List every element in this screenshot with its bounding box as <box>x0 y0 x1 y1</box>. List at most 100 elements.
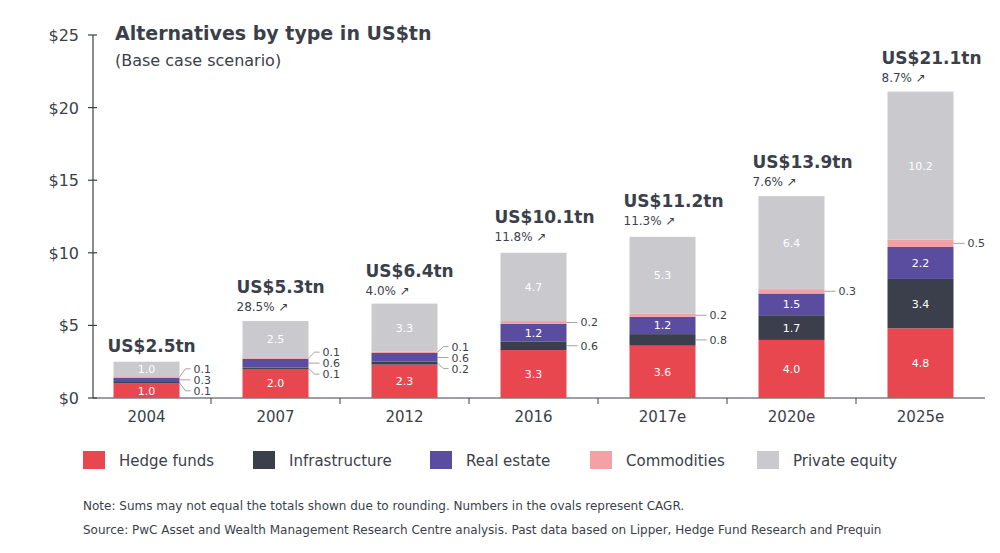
cagr-label: 11.8% ↗ <box>495 230 547 244</box>
data-label: 1.0 <box>138 385 156 398</box>
legend-label: Private equity <box>793 452 897 470</box>
y-tick <box>88 252 97 253</box>
data-label: 1.7 <box>783 322 801 335</box>
leader-line <box>696 315 707 316</box>
bar-segment <box>114 382 180 383</box>
data-label: 0.2 <box>710 309 728 322</box>
bar-segment <box>630 237 696 314</box>
legend-swatch <box>253 451 275 469</box>
leader-line <box>180 369 191 377</box>
chart: Alternatives by type in US$tn(Base case … <box>0 0 1000 553</box>
y-axis: $0$5$10$15$20$25 <box>48 26 97 408</box>
leader-line <box>567 345 578 346</box>
bar-segment <box>759 289 825 293</box>
y-tick-label: $15 <box>48 171 79 190</box>
bar-segment <box>114 362 180 377</box>
bar-segment <box>372 353 438 362</box>
bar-segment <box>501 350 567 398</box>
x-tick <box>598 398 599 404</box>
y-tick-label: $20 <box>48 99 79 118</box>
cagr-label: 7.6% ↗ <box>753 175 797 189</box>
bar-segment <box>243 321 309 357</box>
data-label: 6.4 <box>783 237 801 250</box>
leader-line <box>567 322 578 323</box>
leader-line <box>954 243 965 244</box>
data-label: 1.5 <box>783 298 801 311</box>
data-label: 2.2 <box>912 257 930 270</box>
title: Alternatives by type in US$tn <box>115 22 431 44</box>
data-label: 5.3 <box>654 269 672 282</box>
bar-segment <box>501 321 567 324</box>
bar-segment <box>501 341 567 350</box>
cagr-label: 8.7% ↗ <box>882 71 926 85</box>
leader-line <box>180 383 191 391</box>
data-label: 3.6 <box>654 366 672 379</box>
x-tick-label: 2025e <box>897 408 944 426</box>
note: Note: Sums may not equal the totals show… <box>83 499 684 513</box>
x-tick <box>856 398 857 404</box>
x-tick <box>469 398 470 404</box>
note: Source: PwC Asset and Wealth Management … <box>83 523 881 537</box>
cagr-label: 28.5% ↗ <box>237 300 289 314</box>
bar-segment <box>243 357 309 358</box>
x-tick-label: 2016 <box>514 408 552 426</box>
y-axis-line <box>92 35 93 398</box>
notes: Note: Sums may not equal the totals show… <box>83 499 881 537</box>
leader-line <box>438 347 449 353</box>
x-tick-label: 2004 <box>127 408 165 426</box>
data-label: 3.3 <box>396 322 414 335</box>
legend-label: Commodities <box>626 452 725 470</box>
bar-segment <box>888 92 954 240</box>
x-axis: 20042007201220162017e2020e2025e <box>93 398 985 426</box>
x-tick <box>727 398 728 404</box>
legend-swatch <box>430 451 452 469</box>
legend-swatch <box>757 451 779 469</box>
bar-segment <box>243 368 309 369</box>
total-label: US$11.2tn <box>624 191 724 211</box>
bar-segment <box>630 317 696 334</box>
data-label: 2.5 <box>267 333 285 346</box>
leader-line <box>438 357 449 358</box>
data-label: 4.7 <box>525 281 543 294</box>
bar-segment <box>888 328 954 398</box>
x-tick-label: 2017e <box>639 408 686 426</box>
annotations: US$2.5tnUS$5.3tn28.5% ↗US$6.4tn4.0% ↗US$… <box>108 48 982 356</box>
data-label: 0.2 <box>581 316 599 329</box>
data-label: 2.0 <box>267 377 285 390</box>
x-tick <box>340 398 341 404</box>
y-tick <box>88 325 97 326</box>
bar-segment <box>759 315 825 340</box>
data-label: 0.3 <box>839 285 857 298</box>
leader-line <box>309 368 320 374</box>
data-label: 0.6 <box>581 340 599 353</box>
leader-line <box>309 352 320 358</box>
page: {"chart_data": { "type": "bar", "title":… <box>0 0 1000 553</box>
data-label: 0.1 <box>323 368 341 381</box>
bar-segment <box>630 314 696 317</box>
data-label: 2.3 <box>396 375 414 388</box>
data-label: 4.8 <box>912 357 930 370</box>
x-tick <box>211 398 212 404</box>
y-tick <box>88 180 97 181</box>
legend-swatch <box>590 451 612 469</box>
data-label: 3.4 <box>912 298 930 311</box>
bar-segment <box>372 352 438 353</box>
leader-line <box>696 339 707 340</box>
leader-line <box>180 379 191 380</box>
leader-line <box>438 363 449 368</box>
bar-segment <box>114 383 180 398</box>
legend-swatch <box>83 451 105 469</box>
x-tick-label: 2020e <box>768 408 815 426</box>
y-tick-label: $10 <box>48 244 79 263</box>
data-label: 1.2 <box>525 327 543 340</box>
total-label: US$2.5tn <box>108 336 196 356</box>
leader-line <box>309 363 320 364</box>
total-label: US$5.3tn <box>237 277 325 297</box>
data-label: 0.1 <box>194 385 212 398</box>
bars <box>114 92 954 398</box>
legend-label: Hedge funds <box>119 452 214 470</box>
bar-segment <box>501 253 567 321</box>
y-tick <box>88 34 97 35</box>
bar-segment <box>759 293 825 315</box>
data-label: 3.3 <box>525 368 543 381</box>
